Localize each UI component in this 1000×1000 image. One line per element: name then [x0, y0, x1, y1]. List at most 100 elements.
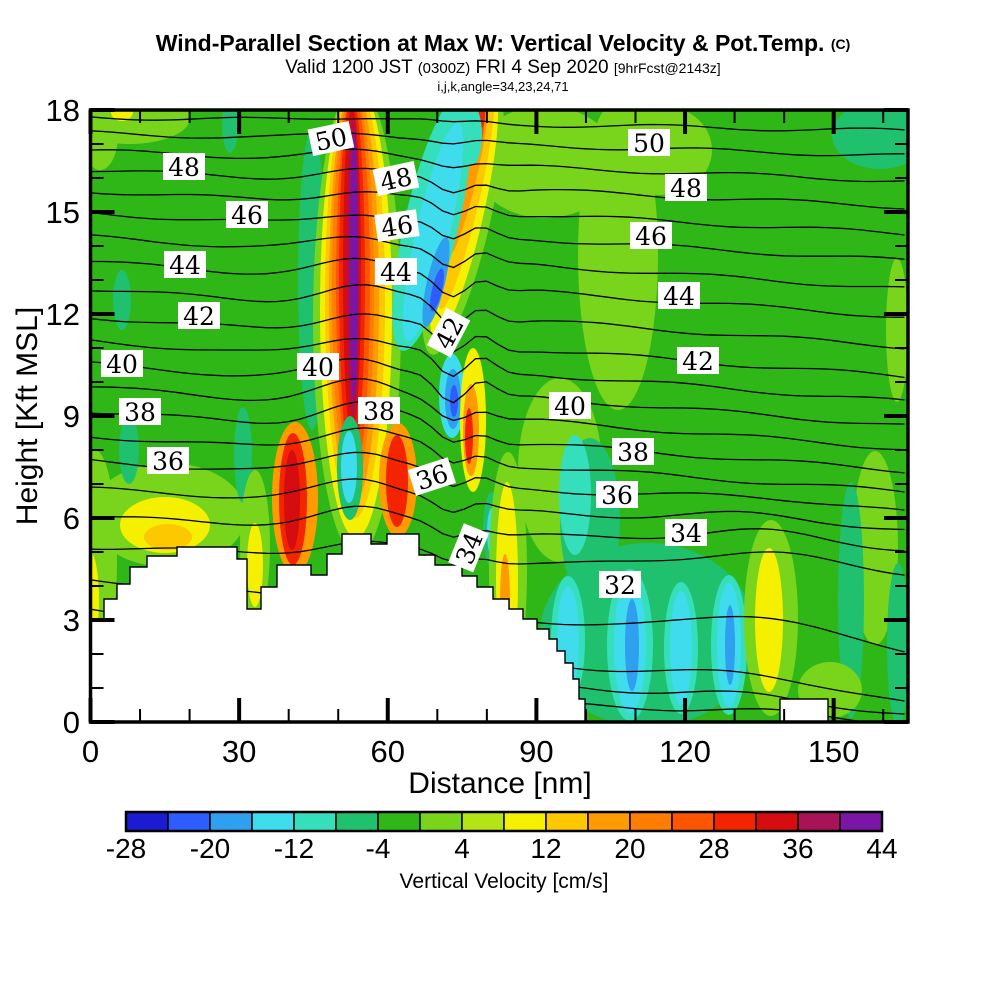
isentrope-label: 48: [163, 153, 205, 182]
colorbar-tick-label: -12: [274, 833, 314, 864]
isentrope-label: 46: [374, 209, 420, 243]
isentrope-line: [90, 451, 905, 511]
colorbar-segment: [209, 811, 253, 832]
x-tick-label: 150: [808, 734, 860, 769]
forecast-info: [9hrFcst@2143z]: [613, 60, 721, 76]
terrain-silhouette: [90, 533, 586, 722]
isentrope-line: [90, 130, 905, 157]
y-tick-label: 6: [63, 501, 80, 536]
isentrope-line: [90, 284, 905, 350]
isentrope-line: [90, 148, 905, 183]
y-tick-label: 3: [63, 603, 80, 638]
velocity-band: [234, 407, 252, 503]
isentrope-line: [90, 427, 905, 493]
velocity-band: [350, 134, 358, 398]
isentrope-label: 42: [677, 347, 719, 376]
isentrope-label: 38: [119, 398, 161, 427]
velocity-band: [625, 599, 639, 691]
velocity-band: [113, 270, 131, 330]
colorbar-tick-label: 4: [454, 833, 470, 864]
velocity-band: [284, 450, 300, 550]
isentrope-line: [90, 337, 905, 401]
x-tick-label: 60: [371, 734, 405, 769]
isentrope-line: [90, 167, 905, 210]
colorbar-border: [124, 810, 884, 833]
velocity-band: [386, 435, 408, 527]
isentrope-label: 38: [358, 397, 400, 426]
isentrope-label: 46: [630, 222, 672, 251]
svg-text:36: 36: [601, 481, 633, 510]
x-tick-label: 0: [82, 734, 99, 769]
svg-text:38: 38: [363, 397, 395, 426]
isentrope-line: [90, 313, 905, 379]
colorbar-segment: [125, 811, 169, 832]
isentrope-line: [90, 357, 905, 425]
svg-text:50: 50: [633, 129, 665, 158]
velocity-band: [402, 122, 464, 342]
colorbar-segment: [251, 811, 295, 832]
svg-text:44: 44: [380, 258, 412, 287]
colorbar-segment: [167, 811, 211, 832]
isentrope-line: [90, 257, 905, 318]
velocity-band: [670, 591, 692, 705]
valid-time-z: (0300Z): [417, 60, 471, 77]
svg-text:42: 42: [183, 302, 215, 331]
isentrope-line: [90, 116, 905, 132]
velocity-band: [222, 110, 238, 153]
colorbar-segment: [503, 811, 547, 832]
velocity-band: [725, 605, 735, 685]
y-tick-label: 9: [63, 399, 80, 434]
colorbar-tick-label: 12: [530, 833, 561, 864]
colorbar-segment: [377, 811, 421, 832]
chart-subtitle: Valid 1200 JST (0300Z) FRI 4 Sep 2020 [9…: [0, 57, 1000, 79]
y-tick-label: 15: [46, 195, 80, 230]
x-tick-label: 30: [222, 734, 256, 769]
valid-date: FRI 4 Sep 2020: [475, 57, 609, 78]
isentrope-line: [90, 234, 905, 288]
colorbar-segment: [545, 811, 589, 832]
colorbar-tick-label: -28: [106, 833, 146, 864]
velocity-band: [430, 268, 444, 312]
svg-text:46: 46: [635, 222, 667, 251]
svg-text:40: 40: [106, 350, 138, 379]
isentrope-line: [90, 191, 905, 236]
colorbar-tick-label: 28: [698, 833, 729, 864]
colorbar-segment: [335, 811, 379, 832]
svg-text:50: 50: [313, 122, 350, 157]
svg-text:46: 46: [379, 210, 415, 243]
colorbar-segment: [755, 811, 799, 832]
chart-header: Wind-Parallel Section at Max W: Vertical…: [0, 30, 1000, 94]
svg-text:32: 32: [604, 571, 636, 600]
isentrope-label: 48: [665, 174, 707, 203]
terrain-box: [779, 698, 829, 722]
colorbar-segment: [293, 811, 337, 832]
isentrope-line: [90, 377, 905, 451]
velocity-band: [247, 523, 263, 607]
isentrope-label: 44: [658, 282, 700, 311]
colorbar-tick-label: -4: [366, 833, 391, 864]
svg-text:46: 46: [231, 201, 263, 230]
velocity-band: [119, 416, 139, 484]
isentrope-label: 50: [628, 129, 670, 158]
svg-text:40: 40: [302, 353, 334, 382]
colorbar-segment: [461, 811, 505, 832]
colorbar-segment: [671, 811, 715, 832]
velocity-band: [90, 110, 118, 170]
svg-text:38: 38: [617, 438, 649, 467]
grid-info: i,j,k,angle=34,23,24,71: [437, 79, 569, 94]
isentrope-label: 44: [375, 258, 417, 287]
svg-text:44: 44: [663, 282, 695, 311]
svg-text:38: 38: [124, 398, 156, 427]
isentrope-label: 40: [549, 392, 591, 421]
title-units: (C): [830, 36, 851, 52]
isentrope-label: 36: [147, 447, 189, 476]
colorbar-segment: [629, 811, 673, 832]
svg-text:48: 48: [168, 153, 200, 182]
svg-text:36: 36: [152, 447, 184, 476]
colorbar-segment: [713, 811, 757, 832]
y-tick-label: 18: [46, 93, 80, 128]
velocity-band: [144, 524, 192, 550]
